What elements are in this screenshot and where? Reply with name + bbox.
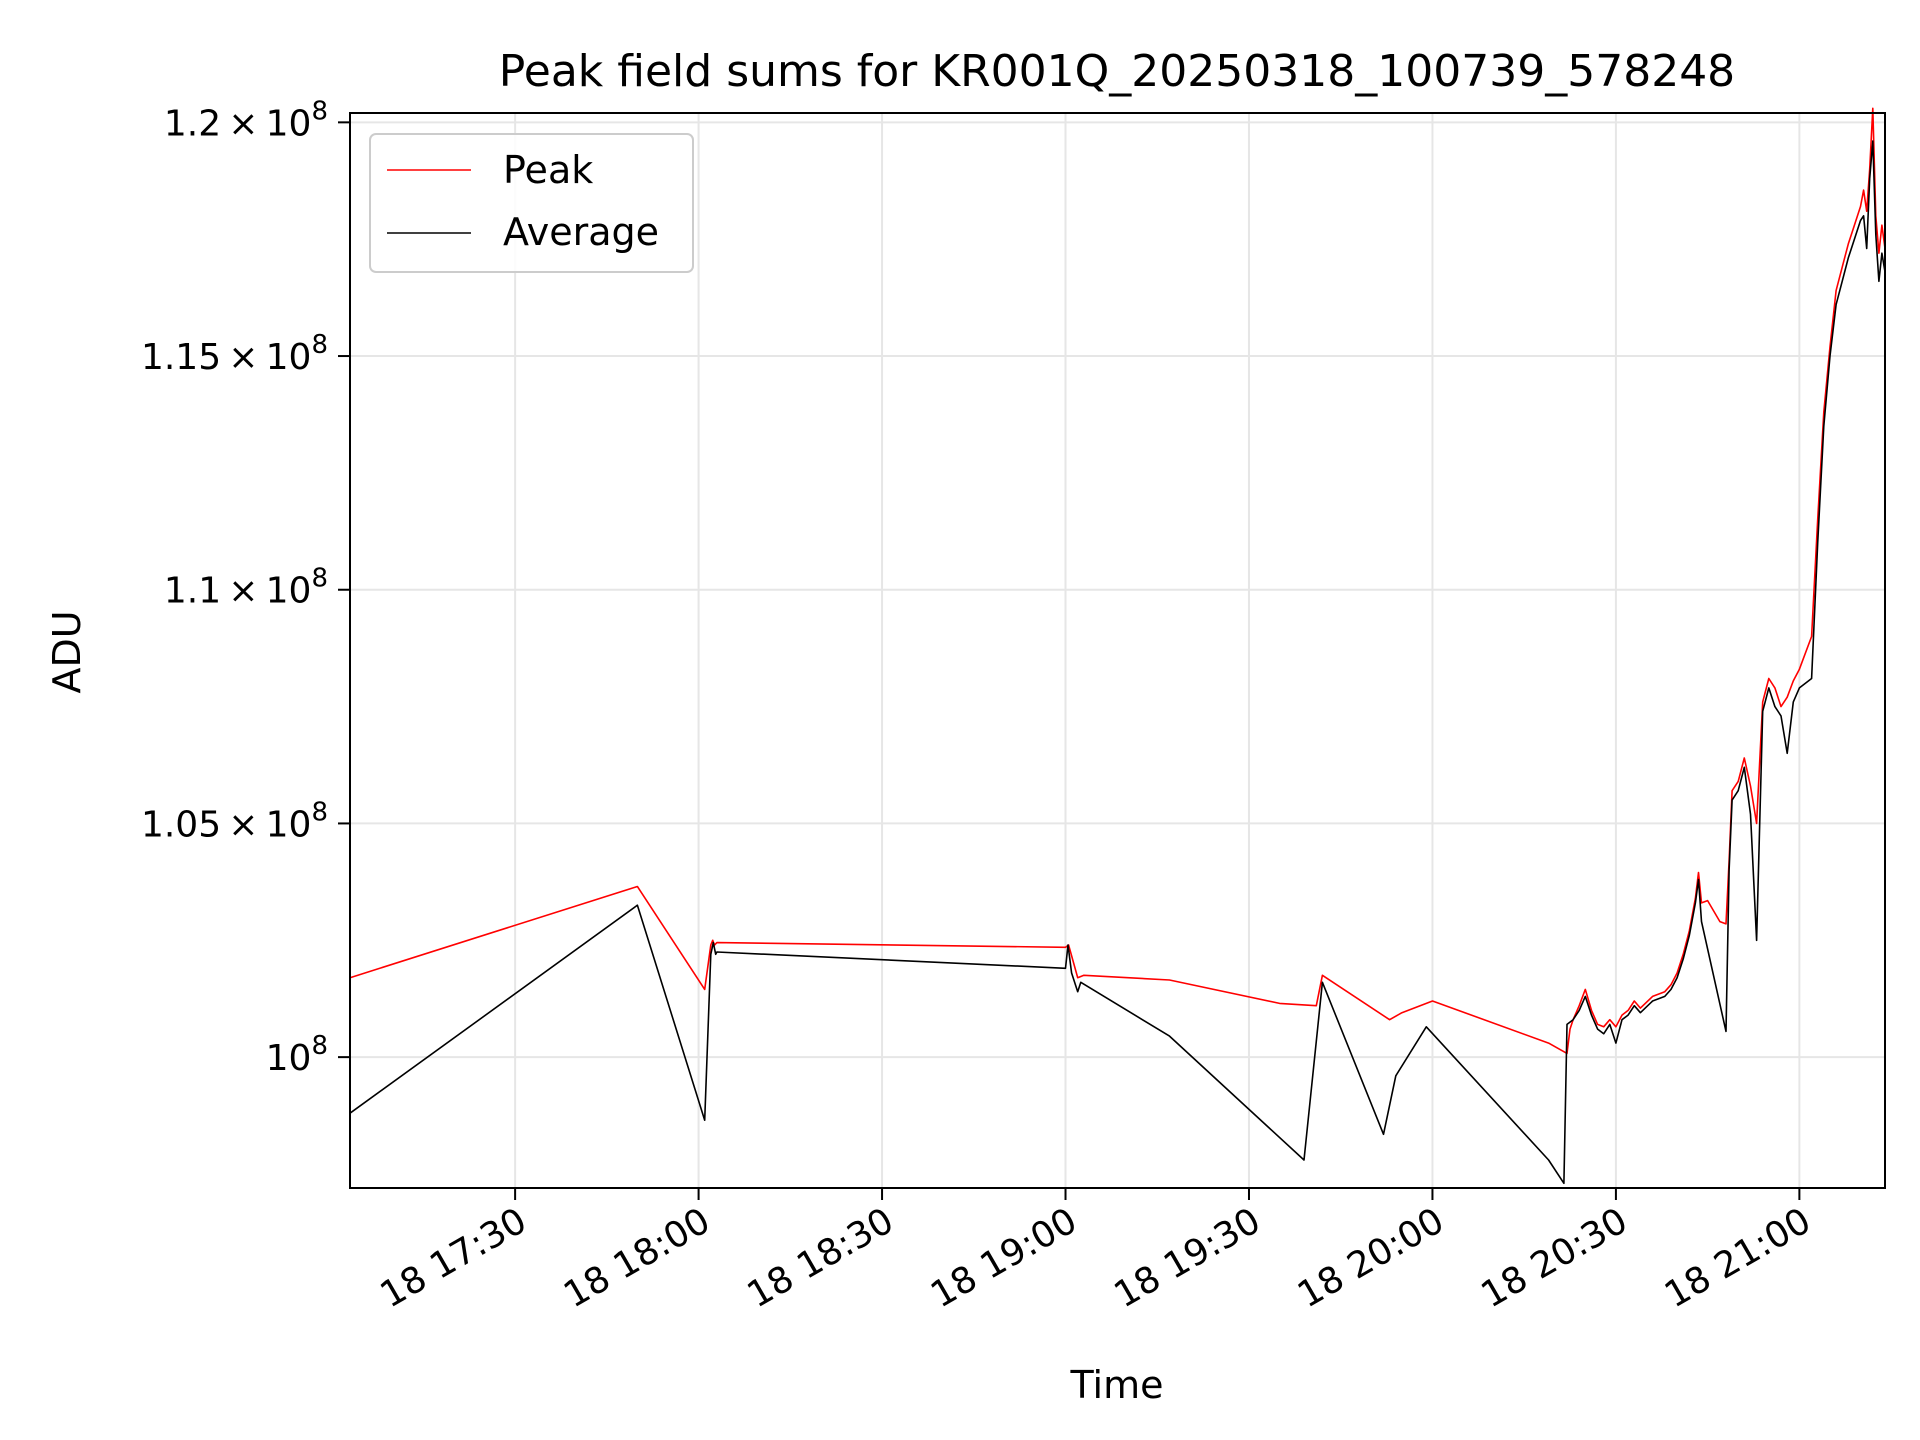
series-line-peak [349, 107, 1886, 1055]
y-tick-exponent: 8 [311, 1031, 328, 1061]
series-lines [349, 107, 1886, 1185]
y-tick-label: 1.15 × 108 [141, 330, 328, 378]
y-tick-label: 1.05 × 108 [141, 797, 328, 845]
y-tick-label: 1.2 × 108 [164, 96, 328, 144]
legend-box [369, 133, 694, 273]
plot-frame [349, 112, 1886, 1189]
y-tick-label: 108 [266, 1031, 328, 1079]
y-tick-label: 1.1 × 108 [164, 564, 328, 612]
legend-label-average: Average [503, 210, 659, 254]
y-axis-label: ADU [45, 610, 89, 693]
series-line-average [349, 140, 1886, 1185]
y-tick-mantissa: 1.05 × 10 [141, 804, 312, 845]
y-tick-mantissa: 1.1 × 10 [164, 571, 312, 612]
y-tick-mantissa: 1.2 × 10 [164, 103, 312, 144]
y-tick-mantissa: 10 [266, 1038, 312, 1079]
y-tick-mantissa: 1.15 × 10 [141, 337, 312, 378]
legend-label-peak: Peak [503, 148, 593, 192]
y-tick-exponent: 8 [311, 96, 328, 126]
y-tick-exponent: 8 [311, 330, 328, 360]
y-tick-exponent: 8 [311, 797, 328, 827]
grid [350, 113, 1885, 1188]
chart-title: Peak field sums for KR001Q_20250318_1007… [499, 46, 1735, 97]
x-axis-label: Time [1070, 1363, 1164, 1407]
legend: Peak Average [369, 133, 694, 273]
y-tick-exponent: 8 [311, 564, 328, 594]
